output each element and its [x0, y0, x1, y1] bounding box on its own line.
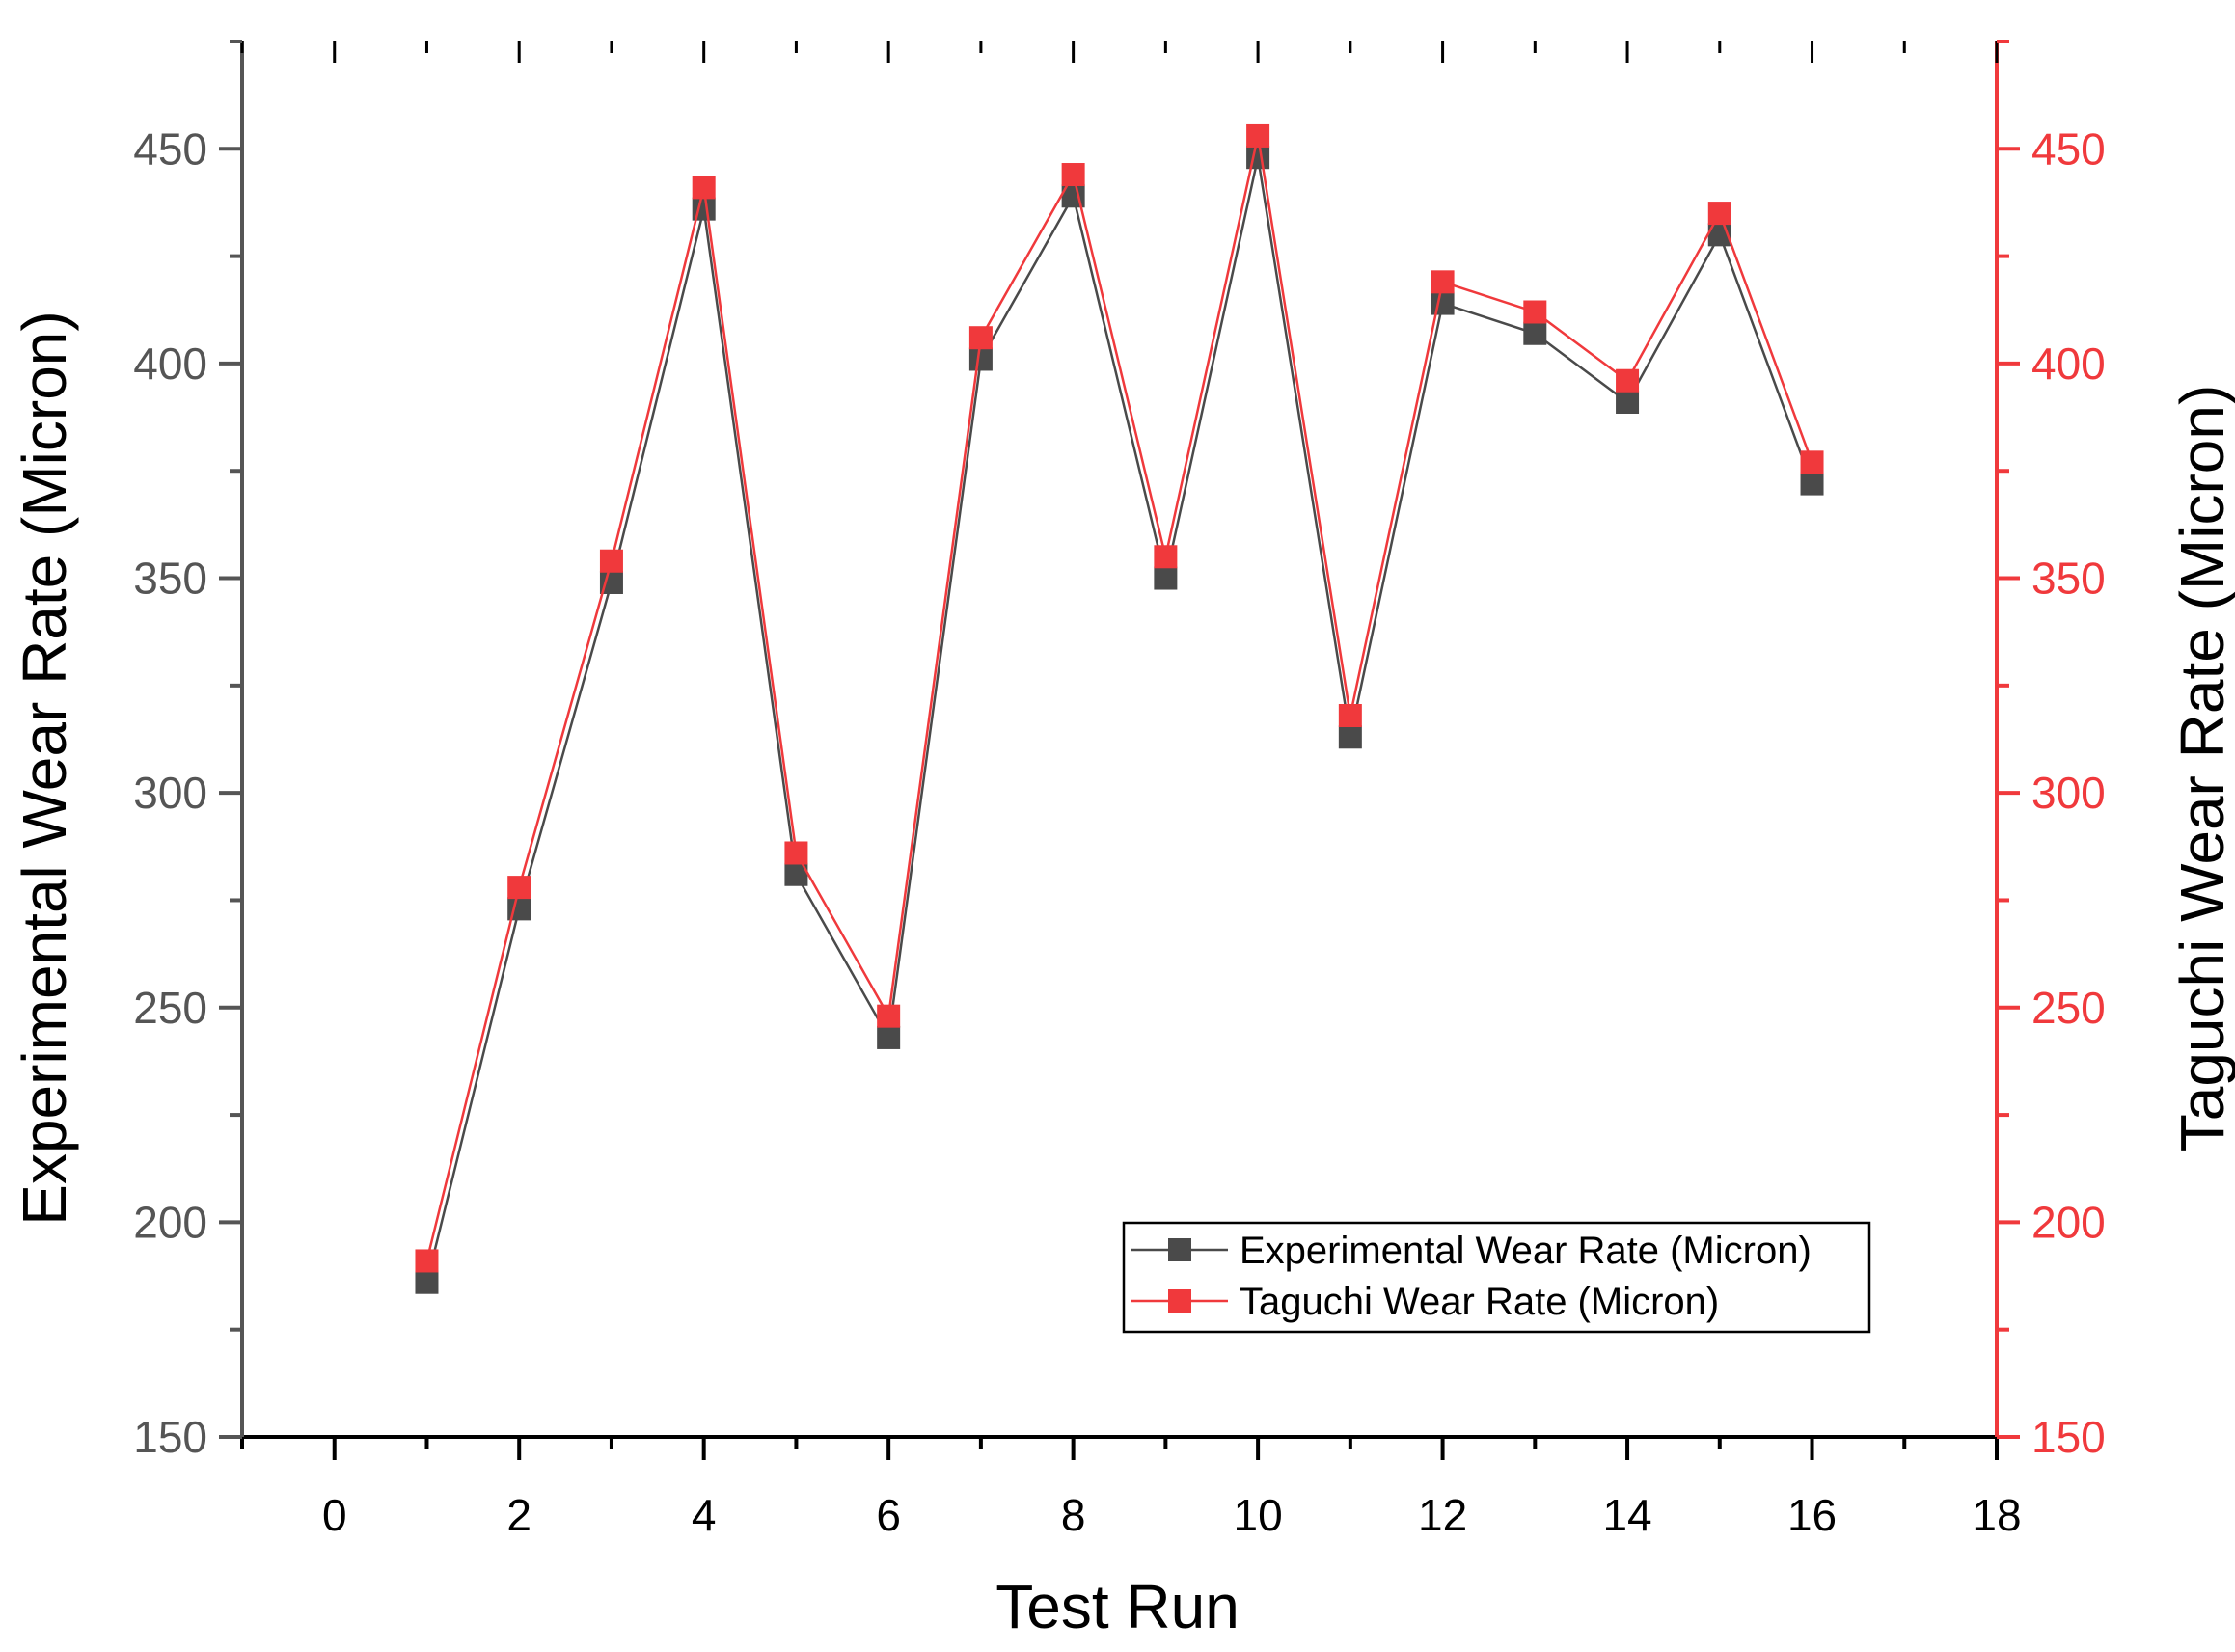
- experimental-data-point: [1800, 472, 1824, 496]
- experimental-data-point: [1616, 390, 1640, 414]
- x-tick-label: 18: [1972, 1490, 2021, 1540]
- left-y-tick-label: 350: [133, 554, 207, 604]
- experimental-data-point: [877, 1025, 901, 1049]
- legend-box: [1122, 1221, 1871, 1334]
- experimental-data-point: [415, 1270, 439, 1294]
- experimental-data-point: [1431, 291, 1455, 315]
- legend-marker: [1168, 1289, 1191, 1313]
- left-y-tick-label: 400: [133, 339, 207, 389]
- taguchi-data-point: [1800, 450, 1824, 474]
- taguchi-data-point: [599, 549, 623, 573]
- experimental-data-point: [968, 347, 993, 371]
- taguchi-data-point: [1246, 123, 1270, 148]
- taguchi-data-point: [784, 841, 808, 865]
- taguchi-data-point: [415, 1249, 439, 1273]
- taguchi-series-line: [425, 135, 1813, 1261]
- left-y-tick-label: 250: [133, 983, 207, 1033]
- x-tick-label: 8: [1061, 1490, 1086, 1540]
- legend-marker: [1168, 1238, 1191, 1261]
- x-tick-label: 14: [1602, 1490, 1651, 1540]
- x-tick-label: 12: [1418, 1490, 1467, 1540]
- legend-label: Experimental Wear Rate (Micron): [1240, 1230, 1812, 1272]
- right-y-tick-label: 350: [2031, 554, 2106, 604]
- experimental-data-point: [1338, 725, 1362, 749]
- x-axis-title: Test Run: [995, 1572, 1240, 1641]
- experimental-data-point: [1246, 146, 1270, 170]
- right-y-tick-label: 300: [2031, 768, 2106, 818]
- taguchi-data-point: [877, 1004, 901, 1028]
- left-y-tick-label: 300: [133, 768, 207, 818]
- taguchi-data-point: [1338, 704, 1362, 728]
- taguchi-data-point: [1431, 270, 1455, 294]
- taguchi-data-point: [1061, 163, 1085, 187]
- left-y-tick-label: 450: [133, 123, 207, 174]
- left-y-tick-label: 200: [133, 1197, 207, 1247]
- x-tick-label: 16: [1787, 1490, 1837, 1540]
- legend: Experimental Wear Rate (Micron) Taguchi W…: [1122, 1221, 1871, 1334]
- x-tick-label: 4: [692, 1490, 717, 1540]
- taguchi-data-point: [1707, 202, 1731, 226]
- left-y-axis-title: Experimental Wear Rate (Micron): [10, 311, 79, 1225]
- x-tick-label: 2: [506, 1490, 531, 1540]
- experimental-series-line: [425, 156, 1813, 1284]
- right-y-axis-title: Taguchi Wear Rate (Micron): [2167, 385, 2235, 1152]
- taguchi-data-point: [692, 176, 716, 200]
- experimental-data-point: [1523, 321, 1547, 345]
- right-y-tick-label: 450: [2031, 123, 2106, 174]
- right-y-tick-label: 400: [2031, 339, 2106, 389]
- taguchi-data-point: [1154, 545, 1178, 569]
- right-y-tick-label: 250: [2031, 983, 2106, 1033]
- taguchi-data-point: [507, 876, 531, 900]
- x-tick-label: 10: [1234, 1490, 1283, 1540]
- taguchi-data-point: [1523, 300, 1547, 324]
- experimental-data-point: [1154, 566, 1178, 590]
- taguchi-data-point: [968, 326, 993, 350]
- x-tick-label: 0: [322, 1490, 347, 1540]
- left-y-tick-label: 150: [133, 1412, 207, 1462]
- legend-label: Taguchi Wear Rate (Micron): [1240, 1281, 1719, 1323]
- right-y-tick-label: 200: [2031, 1197, 2106, 1247]
- series-layer: [415, 123, 1824, 1294]
- right-y-tick-label: 150: [2031, 1412, 2106, 1462]
- taguchi-data-point: [1616, 368, 1640, 393]
- x-tick-label: 6: [876, 1490, 901, 1540]
